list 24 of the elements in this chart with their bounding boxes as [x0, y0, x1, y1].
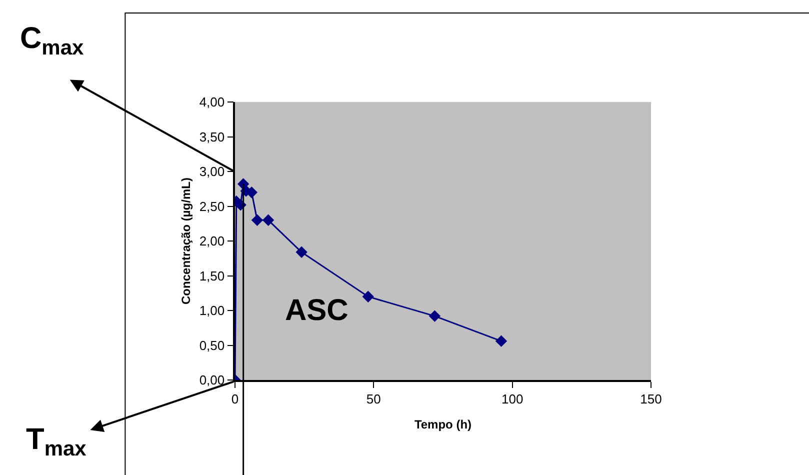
y-tick-label: 0,00 — [199, 372, 225, 388]
point — [296, 246, 308, 258]
y-tick-label: 3,50 — [199, 129, 225, 144]
x-tick-label: 50 — [366, 391, 381, 406]
text: C$_{max}$ — [20, 22, 84, 60]
text: T$_{max}$ — [26, 423, 87, 460]
point — [495, 335, 508, 347]
y-tick-label: 1,00 — [199, 303, 225, 318]
annotation: ASC — [285, 294, 348, 327]
y-axis-title: Concentração (µg/mL) — [179, 178, 194, 304]
point — [251, 214, 264, 226]
point — [428, 310, 441, 322]
y-tick-label: 2,50 — [199, 198, 225, 214]
x-tick-label: 150 — [640, 391, 662, 406]
y-tick-label: 1,50 — [199, 268, 225, 284]
y-tick-label: 4,00 — [199, 94, 225, 110]
point — [362, 290, 374, 302]
x-tick-label: 100 — [501, 391, 524, 406]
y-tick-label: 0,50 — [199, 338, 225, 353]
y-tick-label: 2,00 — [199, 234, 225, 249]
x-axis-title: Tempo (h) — [414, 418, 472, 432]
point — [262, 214, 274, 226]
x-tick-label: 0 — [231, 391, 239, 406]
y-tick-label: 3,00 — [199, 164, 225, 180]
